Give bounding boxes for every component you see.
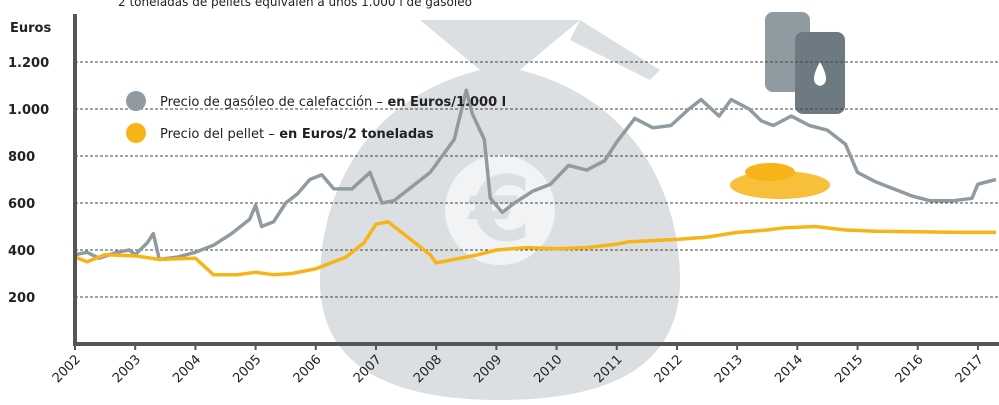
legend-marker [126, 123, 146, 143]
legend-label: Precio de gasóleo de calefacción – en Eu… [160, 95, 506, 110]
x-tick-label: 2006 [291, 352, 325, 386]
y-tick-label: 1.000 [8, 103, 49, 118]
y-tick-label: 400 [8, 244, 35, 259]
y-tick-label: 1.200 [8, 56, 49, 71]
pellets-icon [730, 163, 830, 199]
legend-marker [126, 91, 146, 111]
legend-label: Precio del pellet – en Euros/2 toneladas [160, 127, 434, 142]
barrels-icon [765, 12, 845, 114]
x-tick-label: 2014 [772, 352, 806, 386]
x-tick-label: 2012 [652, 352, 686, 386]
y-tick-label: 200 [8, 291, 35, 306]
x-tick-label: 2017 [953, 352, 987, 386]
y-tick-label: 800 [8, 150, 35, 165]
x-tick-label: 2003 [110, 352, 144, 386]
x-tick-label: 2013 [712, 352, 746, 386]
y-tick-label: 600 [8, 197, 35, 212]
x-tick-label: 2015 [832, 352, 866, 386]
x-tick-label: 2016 [893, 352, 927, 386]
subtitle: 2 toneladas de pellets equivalen a unos … [118, 0, 472, 9]
y-axis-label: Euros [10, 21, 51, 36]
x-tick-label: 2002 [50, 352, 84, 386]
x-tick-label: 2004 [170, 352, 204, 386]
chart: € 2 toneladas de pellets equivalen a uno… [0, 0, 999, 405]
x-tick-label: 2005 [230, 352, 264, 386]
